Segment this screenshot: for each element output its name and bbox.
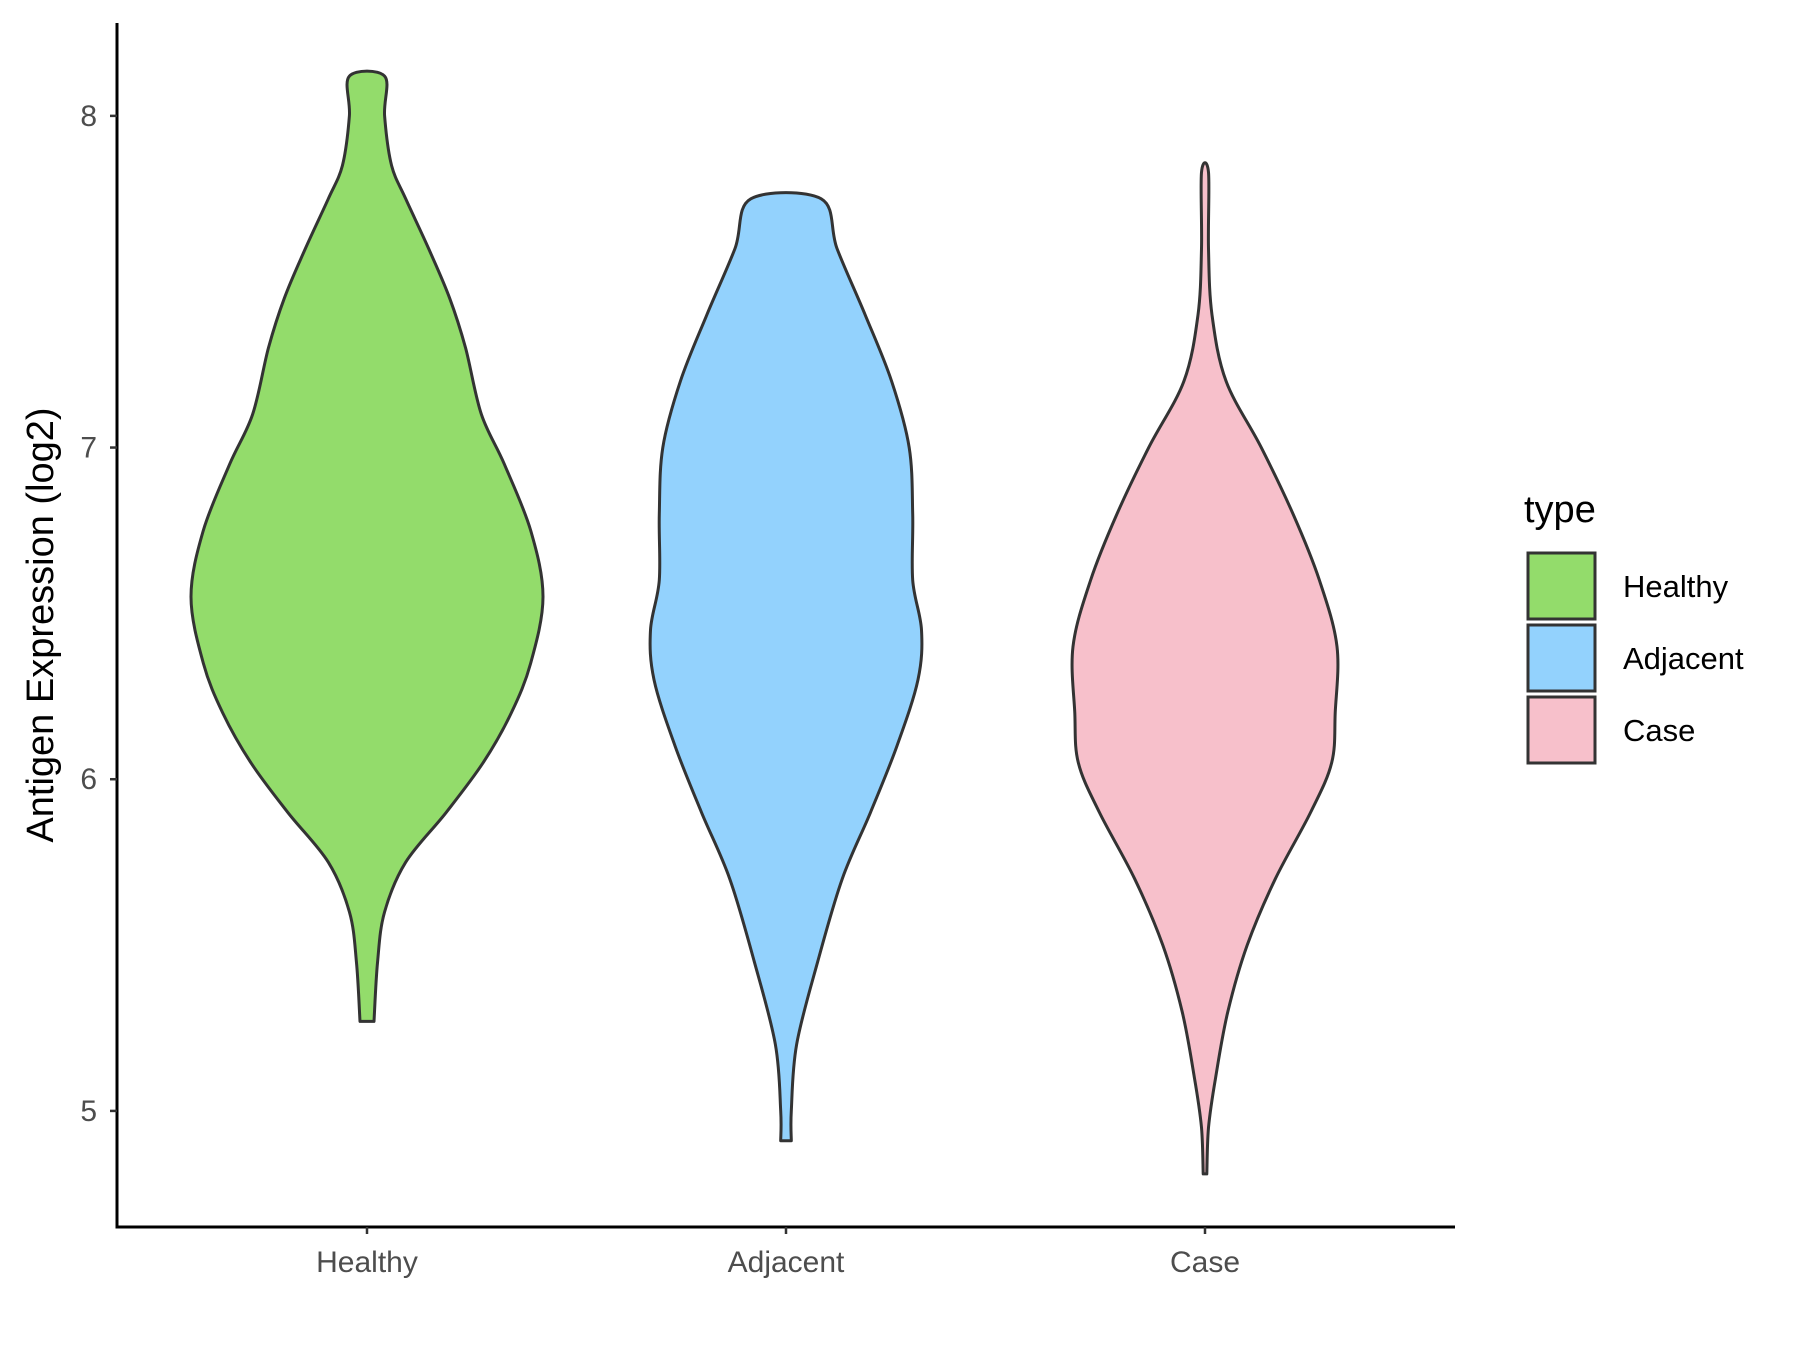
legend-label-case: Case	[1623, 713, 1695, 748]
violin-adjacent	[648, 191, 924, 1143]
legend-label-healthy: Healthy	[1623, 569, 1729, 604]
legend-key-healthy	[1526, 551, 1597, 621]
y-tick-label: 6	[80, 763, 97, 796]
legend: type Healthy Adjacent Case	[1524, 489, 1744, 765]
violin-case	[1070, 161, 1340, 1176]
x-tick-label-case: Case	[1170, 1246, 1240, 1279]
legend-key-case	[1526, 695, 1597, 765]
legend-key-adjacent	[1526, 623, 1597, 693]
x-tick-label-healthy: Healthy	[316, 1246, 418, 1279]
violin-healthy	[189, 69, 545, 1023]
legend-label-adjacent: Adjacent	[1623, 641, 1744, 676]
violin-layer	[189, 69, 1340, 1176]
y-tick-label: 5	[80, 1095, 97, 1128]
x-tick-label-adjacent: Adjacent	[728, 1246, 845, 1279]
y-tick-label: 7	[80, 432, 97, 465]
x-axis-ticks: Healthy Adjacent Case	[316, 1227, 1240, 1279]
y-tick-label: 8	[80, 100, 97, 133]
y-axis-title: Antigen Expression (log2)	[20, 407, 62, 842]
y-axis-ticks: 5 6 7 8	[80, 100, 117, 1128]
legend-title: type	[1524, 489, 1596, 531]
